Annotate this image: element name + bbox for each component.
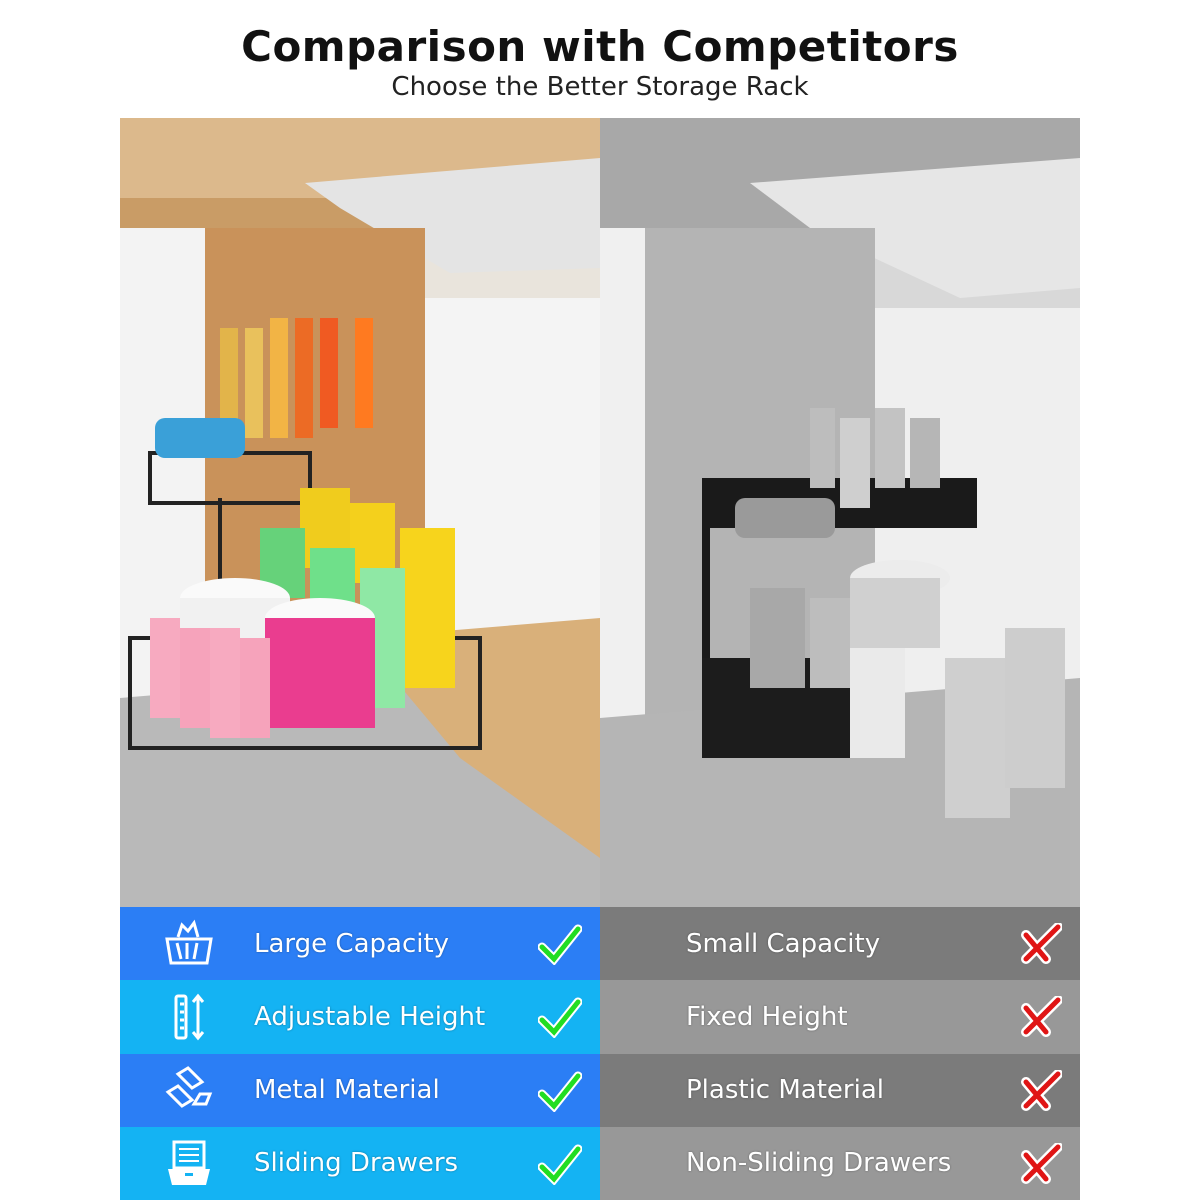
- feature-row: Plastic Material: [600, 1053, 1080, 1127]
- cross-icon: [1021, 1069, 1062, 1111]
- feature-label: Adjustable Height: [254, 1001, 486, 1032]
- product-photo-ours: [120, 118, 600, 907]
- check-icon: [538, 1071, 582, 1112]
- feature-row: Non-Sliding Drawers: [600, 1126, 1080, 1200]
- drawer-icon: [168, 1140, 210, 1185]
- feature-row: Fixed Height: [600, 980, 1080, 1054]
- page-subtitle: Choose the Better Storage Rack: [391, 72, 809, 102]
- check-icon: [538, 924, 582, 965]
- feature-list-ours: Large Capacity Adjustable Height Metal M…: [120, 907, 600, 1200]
- check-icon: [538, 997, 582, 1039]
- check-icon: [538, 1144, 582, 1185]
- cross-icon: [1021, 923, 1062, 964]
- product-photo-competitor: [600, 118, 1080, 907]
- feature-label: Small Capacity: [686, 928, 881, 959]
- cross-icon: [1021, 1142, 1062, 1184]
- feature-label: Non-Sliding Drawers: [686, 1148, 952, 1179]
- feature-row: Small Capacity: [600, 907, 1080, 981]
- feature-row: Metal Material: [120, 1053, 600, 1127]
- feature-label: Large Capacity: [254, 928, 450, 959]
- basket-icon: [165, 919, 213, 965]
- feature-row: Sliding Drawers: [120, 1126, 600, 1200]
- feature-row: Adjustable Height: [120, 980, 600, 1054]
- feature-label: Sliding Drawers: [254, 1148, 459, 1179]
- feature-label: Fixed Height: [686, 1001, 848, 1032]
- cross-icon: [1021, 996, 1062, 1038]
- feature-row: Large Capacity: [120, 907, 600, 981]
- metal-bars-icon: [165, 1065, 213, 1108]
- page-title: Comparison with Competitors: [241, 22, 959, 71]
- feature-list-competitor: Small Capacity Fixed Height Plastic Mate…: [600, 907, 1080, 1200]
- feature-label: Metal Material: [254, 1075, 440, 1106]
- feature-label: Plastic Material: [686, 1075, 884, 1106]
- ruler-arrows-icon: [174, 993, 205, 1041]
